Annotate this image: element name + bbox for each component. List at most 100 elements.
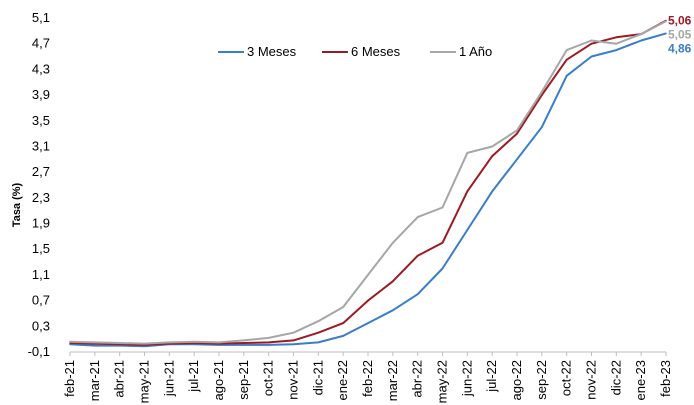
x-tick-label: jul-21 [186, 360, 201, 393]
data-point [243, 342, 245, 344]
data-point [416, 254, 419, 257]
x-tick-label: feb-22 [360, 360, 375, 397]
y-tick-label: 1,1 [32, 267, 50, 282]
data-point [342, 335, 344, 337]
data-point [243, 344, 245, 346]
x-tick-label: nov-21 [286, 360, 301, 400]
data-point [441, 267, 444, 270]
end-value-label: 4,86 [668, 42, 692, 56]
data-point [94, 341, 96, 344]
data-point [342, 322, 344, 324]
data-point [541, 91, 543, 93]
data-point [118, 342, 121, 344]
x-tick-label: dic-22 [608, 360, 623, 395]
data-point [541, 94, 543, 96]
data-point [292, 331, 295, 334]
data-point [292, 339, 295, 342]
data-point [416, 216, 419, 218]
data-point [565, 75, 568, 77]
x-axis-ticks: feb-21 mar-21 abr-21 may-21 jun-21 jul-21 ago-… [62, 352, 673, 403]
data-point [143, 342, 146, 345]
data-point [665, 32, 667, 35]
x-tick-label: jul-22 [484, 360, 499, 393]
data-point [466, 190, 469, 193]
data-point [243, 339, 245, 342]
x-tick-label: sep-21 [236, 360, 251, 400]
y-tick-label: 0,3 [32, 318, 50, 333]
y-tick-label: 4,7 [32, 36, 50, 51]
data-point [541, 126, 543, 128]
legend-label: 3 Meses [247, 44, 297, 59]
x-tick-label: mar-22 [385, 360, 400, 401]
data-point [640, 39, 642, 42]
end-value-label: 5,05 [668, 28, 692, 42]
data-point [615, 42, 618, 45]
data-point [416, 293, 419, 295]
end-labels: 5,065,054,86 [668, 14, 692, 56]
legend: 3 Meses 6 Meses 1 Año [218, 44, 492, 59]
data-point [317, 341, 320, 344]
data-point [367, 274, 369, 276]
data-point [615, 49, 618, 51]
y-tick-label: 4,3 [32, 61, 50, 76]
y-tick-label: 5,1 [32, 10, 50, 25]
data-point [218, 341, 220, 344]
series-lines [69, 19, 667, 348]
data-point [640, 33, 642, 35]
data-point [466, 152, 469, 154]
legend-label: 1 Año [459, 44, 492, 59]
end-value-label: 5,06 [668, 14, 692, 28]
x-tick-label: sep-22 [534, 360, 549, 400]
y-tick-label: 2,3 [32, 190, 50, 205]
data-point [367, 299, 369, 302]
data-point [193, 340, 195, 343]
x-tick-label: nov-22 [584, 360, 599, 400]
x-tick-label: oct-21 [261, 360, 276, 396]
y-tick-label: 0,7 [32, 293, 50, 308]
data-point [590, 39, 593, 42]
y-axis-label: Tasa (%) [11, 182, 23, 227]
data-point [367, 322, 369, 324]
y-tick-label: 3,9 [32, 87, 50, 102]
data-point [516, 158, 518, 161]
y-tick-label: 3,1 [32, 138, 50, 153]
data-point [267, 337, 270, 339]
x-tick-label: jun-22 [459, 360, 474, 397]
data-point [441, 242, 444, 244]
data-point [317, 320, 320, 322]
x-tick-label: may-22 [435, 360, 450, 403]
data-point [392, 309, 394, 312]
x-tick-label: abr-22 [410, 360, 425, 398]
data-point [292, 343, 295, 346]
y-tick-label: -0,1 [28, 344, 50, 359]
x-tick-label: ene-22 [335, 360, 350, 400]
series-line-1 [69, 32, 667, 348]
data-point [516, 129, 518, 132]
x-tick-label: dic-21 [310, 360, 325, 395]
data-point [516, 132, 518, 135]
data-point [590, 42, 593, 45]
x-tick-label: feb-23 [658, 360, 673, 397]
data-point [491, 155, 493, 157]
y-tick-label: 2,7 [32, 164, 50, 179]
legend-label: 6 Meses [351, 44, 401, 59]
x-tick-label: ene-23 [633, 360, 648, 400]
x-tick-label: feb-21 [62, 360, 77, 397]
data-point [565, 49, 568, 51]
x-tick-label: abr-21 [112, 360, 127, 398]
data-point [267, 341, 270, 344]
x-tick-label: oct-22 [559, 360, 574, 396]
y-tick-label: 3,5 [32, 113, 50, 128]
data-point [168, 341, 171, 344]
x-tick-label: mar-21 [87, 360, 102, 401]
x-tick-label: ago-21 [211, 360, 226, 400]
data-point [565, 58, 568, 61]
data-point [491, 145, 493, 148]
data-point [615, 36, 618, 39]
data-point [392, 280, 394, 283]
x-tick-label: ago-22 [509, 360, 524, 400]
data-point [466, 229, 469, 231]
data-point [441, 206, 444, 209]
y-tick-label: 1,5 [32, 241, 50, 256]
